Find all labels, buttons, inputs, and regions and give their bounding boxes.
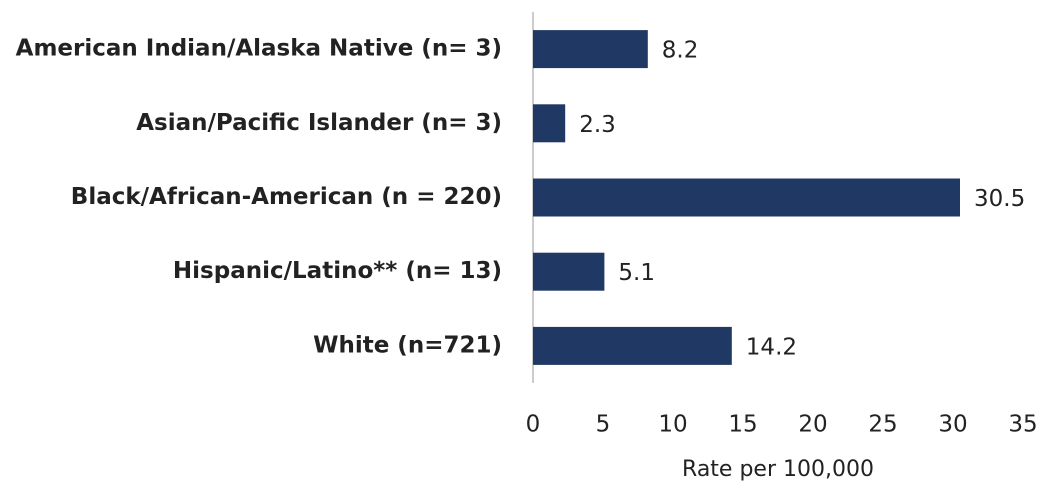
value-label: 14.2 bbox=[746, 334, 797, 360]
value-label: 5.1 bbox=[618, 260, 655, 286]
x-tick-label: 35 bbox=[1008, 412, 1037, 438]
bar bbox=[533, 252, 605, 291]
x-tick-label: 20 bbox=[798, 412, 827, 438]
category-label: Black/African-American (n = 220) bbox=[71, 184, 502, 210]
x-tick-label: 5 bbox=[596, 412, 611, 438]
category-label: White (n=721) bbox=[313, 332, 502, 358]
value-label: 30.5 bbox=[974, 186, 1025, 212]
category-label: American Indian/Alaska Native (n= 3) bbox=[16, 36, 502, 62]
x-tick-label: 30 bbox=[938, 412, 967, 438]
bar bbox=[533, 178, 960, 217]
bar bbox=[533, 30, 648, 69]
x-tick-label: 25 bbox=[868, 412, 897, 438]
value-label: 8.2 bbox=[662, 38, 699, 64]
category-label: Asian/Pacific Islander (n= 3) bbox=[136, 110, 502, 136]
x-axis-label: Rate per 100,000 bbox=[682, 457, 874, 482]
value-label: 2.3 bbox=[579, 112, 616, 138]
x-tick-label: 10 bbox=[658, 412, 687, 438]
x-tick-label: 0 bbox=[526, 412, 541, 438]
bar bbox=[533, 104, 566, 143]
x-tick-label: 15 bbox=[728, 412, 757, 438]
bar bbox=[533, 326, 732, 365]
category-label: Hispanic/Latino** (n= 13) bbox=[173, 258, 502, 284]
